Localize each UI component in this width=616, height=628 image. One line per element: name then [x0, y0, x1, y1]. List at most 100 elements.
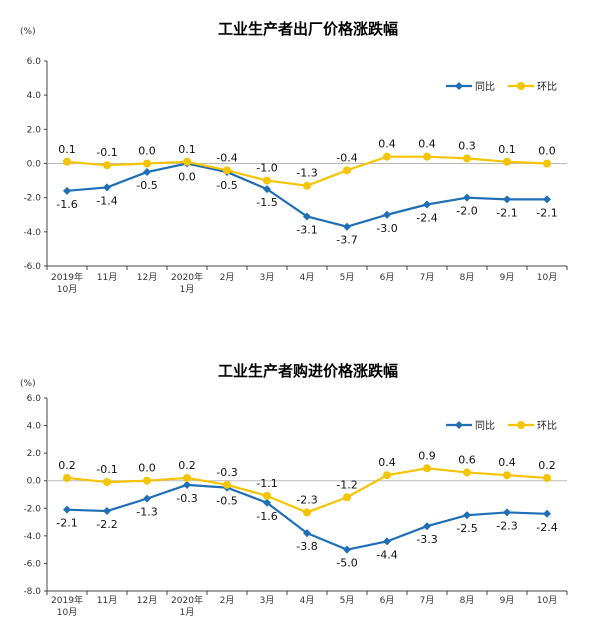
data-label-yoy: -4.4: [376, 548, 397, 561]
y-tick-label: -6.0: [23, 559, 41, 569]
data-label-mom: 0.2: [58, 459, 76, 472]
y-tick-label: 4.0: [27, 422, 42, 432]
chart-2: 工业生产者购进价格涨跌幅 (%) 6.0 4.0 2.0 0.0 -2.0 -4.0 -6.0 -…: [20, 362, 568, 618]
data-label-yoy: -1.4: [96, 194, 117, 207]
data-point-yoy: [63, 505, 71, 514]
data-label-yoy: -1.6: [256, 510, 277, 523]
data-label-yoy: -3.1: [296, 223, 317, 236]
data-point-mom: [103, 161, 111, 170]
x-tick-label: 10月: [537, 595, 557, 606]
data-point-mom: [143, 476, 151, 485]
y-tick-label: -2.0: [23, 194, 41, 204]
legend-label-mom: 环比: [537, 81, 557, 93]
data-point-yoy: [463, 193, 471, 202]
legend: 同比 环比: [446, 420, 557, 432]
data-point-mom: [183, 157, 191, 166]
data-label-yoy: -1.6: [56, 198, 77, 211]
x-tick-label: 10月: [537, 272, 557, 283]
x-tick-label: 1月: [180, 607, 195, 618]
x-tick-label: 7月: [420, 595, 435, 606]
y-tick-label: 0.0: [27, 160, 42, 170]
data-label-yoy: -0.5: [216, 495, 237, 508]
data-label-mom: -0.1: [96, 463, 117, 476]
data-point-yoy: [143, 494, 151, 503]
data-label-yoy: -3.8: [296, 540, 317, 553]
x-tick-label: 4月: [300, 272, 315, 283]
data-label-mom: -2.3: [296, 493, 317, 506]
data-label-mom: -1.2: [336, 478, 357, 491]
data-point-mom: [63, 473, 71, 482]
data-point-yoy: [103, 507, 111, 516]
y-tick-label: 0.0: [27, 477, 42, 487]
data-label-mom: 0.2: [178, 459, 196, 472]
data-label-mom: 0.3: [458, 139, 476, 152]
y-tick-label: -4.0: [23, 228, 41, 238]
data-point-mom: [343, 166, 351, 175]
data-label-yoy: -2.2: [96, 518, 117, 531]
y-tick-label: 2.0: [27, 449, 42, 459]
y-tick-label: -8.0: [23, 587, 41, 597]
data-point-yoy: [143, 168, 151, 177]
data-label-yoy: -2.0: [456, 205, 477, 218]
data-label-mom: 0.6: [458, 453, 476, 466]
data-label-mom: 0.1: [498, 143, 516, 156]
y-tick-label: 2.0: [27, 125, 42, 135]
data-label-yoy: -3.3: [416, 533, 437, 546]
data-label-mom: 0.4: [498, 456, 516, 469]
chart-title: 工业生产者购进价格涨跌幅: [218, 362, 398, 380]
data-label-yoy: -2.4: [536, 521, 557, 534]
data-point-yoy: [343, 222, 351, 231]
y-unit-label: (%): [20, 379, 36, 389]
data-label-mom: -1.3: [296, 167, 317, 180]
x-tick-label: 2020年: [171, 271, 203, 283]
data-point-mom: [263, 491, 271, 500]
x-tick-label: 10月: [57, 607, 77, 618]
x-tick-label: 5月: [340, 272, 355, 283]
data-label-mom: -0.1: [96, 146, 117, 159]
data-label-mom: -0.4: [216, 151, 237, 164]
data-point-yoy: [183, 480, 191, 489]
x-tick-label: 9月: [500, 272, 515, 283]
x-tick-label: 5月: [340, 595, 355, 606]
data-point-yoy: [503, 195, 511, 204]
data-label-mom: 0.1: [58, 143, 76, 156]
x-tick-label: 2月: [220, 595, 235, 606]
data-label-mom: 0.1: [178, 143, 196, 156]
data-label-yoy: -1.3: [136, 506, 157, 519]
y-unit-label: (%): [20, 27, 36, 37]
data-point-yoy: [463, 511, 471, 520]
data-label-yoy: -0.5: [216, 179, 237, 192]
data-label-mom: -0.4: [336, 151, 357, 164]
data-label-mom: 0.9: [418, 449, 436, 462]
data-point-yoy: [63, 186, 71, 195]
data-point-yoy: [303, 529, 311, 538]
data-point-yoy: [103, 183, 111, 192]
data-label-yoy: -3.7: [336, 234, 357, 247]
x-tick-label: 2020年: [171, 594, 203, 606]
data-label-yoy: -2.5: [456, 522, 477, 535]
data-label-mom: 0.4: [378, 456, 396, 469]
x-tick-label: 7月: [420, 272, 435, 283]
data-label-mom: 0.0: [538, 145, 556, 158]
x-tick-label: 3月: [260, 272, 275, 283]
legend-label-mom: 环比: [537, 420, 557, 432]
data-point-yoy: [423, 522, 431, 531]
data-label-yoy: -0.5: [136, 179, 157, 192]
legend-marker-mom: [517, 421, 525, 429]
data-point-mom: [103, 478, 111, 487]
data-point-yoy: [263, 185, 271, 194]
data-label-mom: 0.0: [138, 145, 156, 158]
data-point-yoy: [383, 210, 391, 219]
y-tick-label: -4.0: [23, 532, 41, 542]
data-point-mom: [543, 473, 551, 482]
x-tick-label: 1月: [180, 284, 195, 295]
legend: 同比 环比: [446, 81, 557, 93]
data-point-mom: [383, 152, 391, 161]
data-point-mom: [503, 157, 511, 166]
data-label-yoy: 0.0: [178, 171, 196, 184]
data-point-yoy: [423, 200, 431, 209]
data-point-yoy: [503, 508, 511, 517]
data-label-mom: -0.3: [216, 466, 237, 479]
data-label-mom: -1.1: [256, 477, 277, 490]
